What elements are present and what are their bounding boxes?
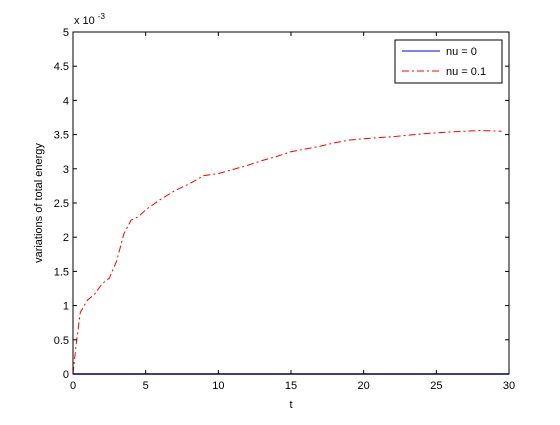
legend-box [394,39,503,84]
y-tick-label: 0 [63,369,69,381]
legend-label-nu-0-1: nu = 0.1 [446,66,486,78]
y-tick-label: 5 [63,27,69,39]
y-tick-label: 1 [63,301,69,313]
x-tick-label: 10 [212,380,224,392]
y-tick-label: 4.5 [54,61,69,73]
y-tick-label: 2 [63,232,69,244]
y-tick-label: 2.5 [54,198,69,210]
x-tick-label: 0 [70,380,76,392]
x-tick-label: 5 [143,380,149,392]
plot-area-background [73,32,509,374]
y-multiplier-exponent: -3 [98,12,106,21]
x-tick-label: 30 [503,380,515,392]
ticks-layer: 0 5 10 15 20 25 30 0 0.5 1 1.5 2 2.5 3 3.5 4 4.5 5 [54,27,515,392]
y-tick-label: 3.5 [54,130,69,142]
x-axis-label: t [289,399,292,411]
y-axis-label: variations of total energy [33,143,45,263]
legend-label-nu-0: nu = 0 [446,46,477,58]
y-tick-label: 1.5 [54,266,69,278]
y-tick-label: 3 [63,164,69,176]
x-tick-label: 15 [285,380,297,392]
y-multiplier-label: x 10 -3 [74,12,106,27]
x-tick-label: 20 [358,380,370,392]
y-tick-label: 0.5 [54,335,69,347]
y-tick-label: 4 [63,95,69,107]
legend: nu = 0 nu = 0.1 [394,39,503,84]
x-tick-label: 25 [430,380,442,392]
